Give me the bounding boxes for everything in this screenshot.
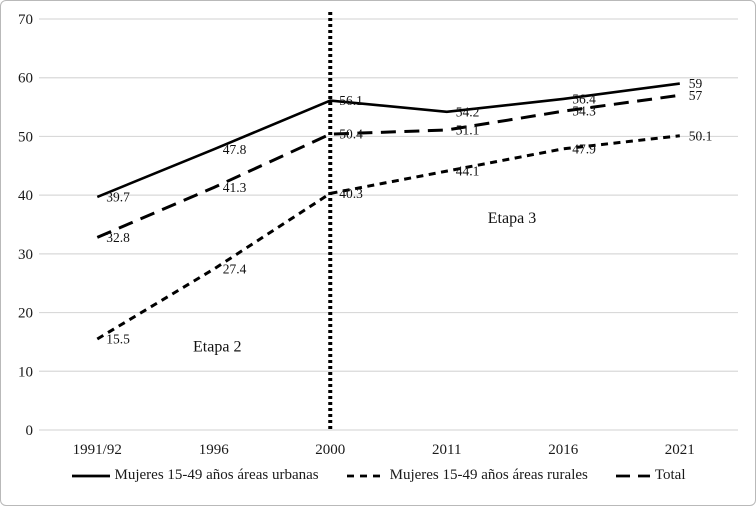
x-tick-label-3: 2011	[432, 442, 461, 458]
y-tick-label-30: 30	[18, 247, 33, 263]
legend-item-rural: Mujeres 15-49 años áreas rurales	[346, 467, 588, 484]
data-label-s0-p2: 56.1	[339, 93, 363, 108]
chart-legend: Mujeres 15-49 años áreas urbanas Mujeres…	[1, 467, 755, 484]
y-tick-label-10: 10	[18, 364, 33, 380]
data-label-s1-p4: 47.9	[572, 141, 596, 156]
annotation-1: Etapa 3	[488, 210, 536, 227]
y-tick-label-50: 50	[18, 129, 33, 145]
series-line-2	[96, 93, 681, 239]
y-tick-label-40: 40	[18, 188, 33, 204]
data-label-s2-p5: 57	[689, 88, 703, 103]
x-tick-label-0: 1991/92	[73, 442, 122, 458]
data-label-s2-p0: 32.8	[106, 230, 130, 245]
data-label-s2-p2: 50.4	[339, 127, 363, 142]
legend-label-rural: Mujeres 15-49 años áreas rurales	[389, 467, 588, 483]
data-label-s1-p0: 15.5	[106, 331, 130, 346]
data-label-s0-p3: 54.2	[456, 104, 480, 119]
data-label-s0-p1: 47.8	[223, 142, 247, 157]
x-tick-label-4: 2016	[548, 442, 579, 458]
y-tick-label-20: 20	[18, 306, 33, 322]
series-line-0	[96, 82, 680, 199]
data-label-s2-p3: 51.1	[456, 122, 480, 137]
legend-sample-short-dash-line	[346, 474, 385, 477]
data-label-s2-p1: 41.3	[223, 180, 247, 195]
x-tick-label-5: 2021	[665, 442, 695, 458]
data-label-s1-p1: 27.4	[223, 262, 247, 277]
data-label-s0-p4: 56.4	[572, 91, 596, 106]
data-label-s2-p4: 54.3	[572, 104, 596, 119]
y-tick-label-0: 0	[26, 423, 34, 439]
legend-item-urban: Mujeres 15-49 años áreas urbanas	[71, 467, 319, 484]
x-tick-label-1: 1996	[199, 442, 230, 458]
legend-item-total: Total	[615, 467, 686, 484]
x-tick-label-2: 2000	[315, 442, 345, 458]
legend-sample-long-dash-line	[615, 474, 650, 477]
data-label-s1-p5: 50.1	[689, 128, 713, 143]
legend-label-total: Total	[654, 467, 686, 483]
data-label-s1-p3: 44.1	[456, 164, 480, 179]
line-chart: 0 10 20 30 40 50 60 70 1991/92 1996 2000 2011 2016 20…	[18, 12, 738, 458]
y-tick-label-60: 60	[18, 71, 33, 87]
data-label-s0-p5: 59	[689, 76, 703, 91]
annotation-0: Etapa 2	[193, 339, 241, 356]
legend-sample-solid-line	[71, 474, 110, 477]
data-label-s0-p0: 39.7	[106, 189, 130, 204]
y-tick-label-70: 70	[18, 12, 33, 28]
data-label-s1-p2: 40.3	[339, 186, 363, 201]
legend-label-urban: Mujeres 15-49 años áreas urbanas	[114, 467, 319, 483]
series-line-1	[96, 134, 680, 341]
